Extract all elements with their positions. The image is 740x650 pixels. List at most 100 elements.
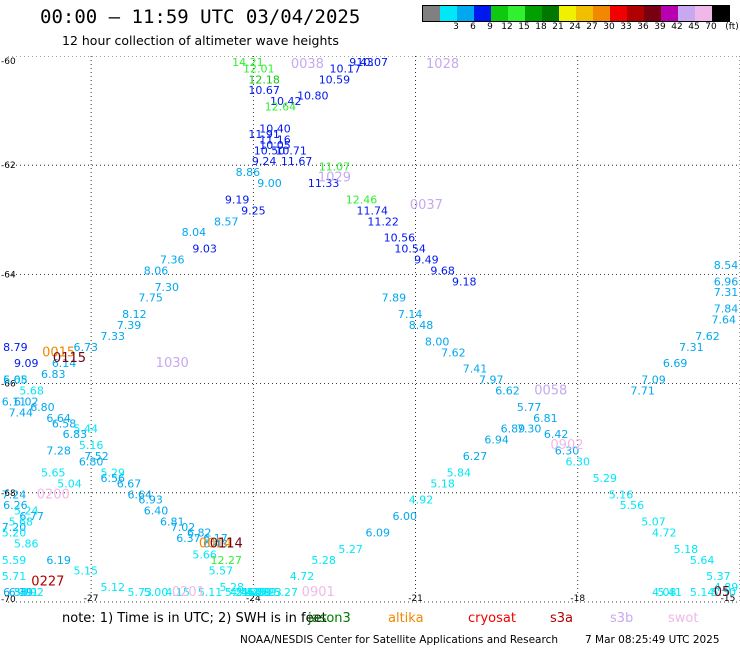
credit-line: NOAA/NESDIS Center for Satellite Applica… bbox=[240, 634, 558, 646]
lat-label: -70 bbox=[1, 595, 16, 604]
wave-height-value: 6.14 bbox=[52, 357, 77, 370]
wave-height-value: 7.44 bbox=[9, 406, 34, 419]
legend-unit: (ft) bbox=[725, 22, 739, 32]
page-title: 00:00 – 11:59 UTC 03/04/2025 bbox=[40, 6, 361, 28]
wave-height-value: 7.64 bbox=[712, 314, 737, 327]
pass-time-label: 0038 bbox=[291, 57, 324, 72]
wave-height-value: 6.94 bbox=[484, 434, 509, 447]
wave-height-value: 5.20 bbox=[2, 526, 27, 539]
wave-height-value: 7.31 bbox=[714, 286, 739, 299]
wave-height-value: 6.43 bbox=[203, 537, 228, 550]
wave-height-value: 7.62 bbox=[695, 330, 720, 343]
wave-height-value: 7.62 bbox=[441, 346, 466, 359]
wave-height-value: 6.30 bbox=[566, 456, 591, 469]
wave-height-value: 9.49 bbox=[414, 253, 439, 266]
wave-height-value: 8.06 bbox=[144, 264, 169, 277]
wave-height-value: 9.68 bbox=[430, 264, 455, 277]
wave-height-value: 5.04 bbox=[57, 477, 82, 490]
wave-height-value: 7.89 bbox=[382, 292, 407, 305]
wave-height-value: 5.66 bbox=[192, 548, 217, 561]
wave-height-value: 6.37 bbox=[176, 532, 201, 545]
wave-height-value: 5.91 bbox=[14, 586, 39, 599]
wave-height-value: 8.57 bbox=[214, 215, 239, 228]
pass-time-label: 0901 bbox=[302, 585, 335, 600]
satellite-s3a: s3a bbox=[550, 611, 574, 626]
wave-height-value: 4.72 bbox=[652, 526, 677, 539]
wave-height-value: 7.09 bbox=[641, 374, 666, 387]
wave-height-value: 5.37 bbox=[706, 570, 731, 583]
wave-height-value: 8.54 bbox=[714, 259, 739, 272]
wave-height-value: 5.64 bbox=[690, 554, 715, 567]
wave-height-value: 11.74 bbox=[357, 204, 389, 217]
wave-height-value: 6.17 bbox=[203, 532, 228, 545]
legend-swatch bbox=[525, 6, 542, 21]
wave-height-value: 5.57 bbox=[209, 565, 234, 578]
wave-height-value: 5.68 bbox=[19, 385, 44, 398]
wave-height-value: 5.15 bbox=[73, 565, 98, 578]
wave-height-value: 9.18 bbox=[452, 275, 477, 288]
legend-swatch bbox=[457, 6, 474, 21]
wave-height-value: 9.24 bbox=[252, 155, 277, 168]
wave-height-value: 4.26 bbox=[246, 586, 271, 599]
pass-time-label: 0902 bbox=[550, 438, 583, 453]
wave-height-value: 7.71 bbox=[630, 385, 655, 398]
wave-height-value: 7.52 bbox=[84, 450, 109, 463]
legend-label: 15 bbox=[518, 22, 530, 32]
wave-height-value: 6.27 bbox=[463, 450, 488, 463]
wave-height-value: 4.72 bbox=[290, 570, 315, 583]
wave-height-value: 6.82 bbox=[187, 526, 212, 539]
legend-label: 12 bbox=[501, 22, 513, 32]
legend-label: 70 bbox=[705, 22, 717, 32]
wave-height-value: 6.26 bbox=[3, 499, 28, 512]
wave-height-value: 6.62 bbox=[495, 385, 520, 398]
wave-height-value: 11.33 bbox=[308, 177, 340, 190]
legend-swatch bbox=[593, 6, 610, 21]
wave-height-value: 6.89 bbox=[501, 423, 526, 436]
wave-height-value: 5.84 bbox=[447, 466, 472, 479]
wave-height-value: 5.41 bbox=[657, 586, 682, 599]
color-legend bbox=[422, 5, 730, 22]
lat-label: -68 bbox=[1, 489, 16, 499]
wave-height-value: 5.59 bbox=[2, 554, 27, 567]
wave-height-value: 7.31 bbox=[679, 341, 704, 354]
wave-height-value: 11.16 bbox=[259, 133, 291, 146]
wave-height-value: 9.25 bbox=[241, 204, 266, 217]
legend-label: 36 bbox=[637, 22, 649, 32]
wave-height-values: 10.4210.8010.5910.179.4310.0710.6710.401… bbox=[2, 56, 739, 599]
wave-height-value: 6.64 bbox=[46, 412, 71, 425]
wave-height-value: 5.18 bbox=[430, 477, 455, 490]
legend-label: 24 bbox=[569, 22, 581, 32]
legend-label: 21 bbox=[552, 22, 564, 32]
wave-height-value: 6.80 bbox=[79, 456, 104, 469]
wave-height-value: 10.40 bbox=[259, 122, 291, 135]
wave-height-value: 6.67 bbox=[117, 477, 142, 490]
pass-time-label: 0015 bbox=[42, 345, 75, 360]
satellite-swot: swot bbox=[668, 611, 699, 626]
wave-height-value: 6.56 bbox=[100, 472, 125, 485]
wave-height-value: 5.20 bbox=[241, 586, 266, 599]
pass-time-label: 05 bbox=[714, 585, 731, 600]
legend-swatch bbox=[423, 6, 440, 21]
wave-height-value: 5.18 bbox=[674, 543, 699, 556]
wave-height-value: 5.68 bbox=[3, 374, 28, 387]
wave-height-value: 4.89 bbox=[252, 586, 277, 599]
wave-height-value: 5.44 bbox=[73, 423, 98, 436]
wave-height-value: 6.30 bbox=[555, 445, 580, 458]
wave-height-value: 10.07 bbox=[357, 56, 389, 69]
wave-height-value: 6.09 bbox=[365, 526, 390, 539]
wave-height-value: 5.29 bbox=[100, 466, 125, 479]
legend-label: 9 bbox=[487, 22, 493, 32]
wave-height-value: 7.75 bbox=[138, 292, 163, 305]
wave-height-value: 10.67 bbox=[248, 84, 280, 97]
lon-label: -24 bbox=[246, 594, 261, 604]
wave-height-value: 5.21 bbox=[225, 586, 250, 599]
legend-label: 27 bbox=[586, 22, 598, 32]
legend-swatch bbox=[559, 6, 576, 21]
wave-height-value: 7.20 bbox=[2, 521, 27, 534]
lat-label: -62 bbox=[1, 161, 16, 171]
legend-swatch bbox=[695, 6, 712, 21]
wave-height-value: 5.28 bbox=[311, 554, 336, 567]
wave-height-value: 10.80 bbox=[297, 90, 329, 103]
wave-height-value: 6.11 bbox=[2, 395, 27, 408]
wave-height-value: 5.68 bbox=[9, 516, 34, 529]
